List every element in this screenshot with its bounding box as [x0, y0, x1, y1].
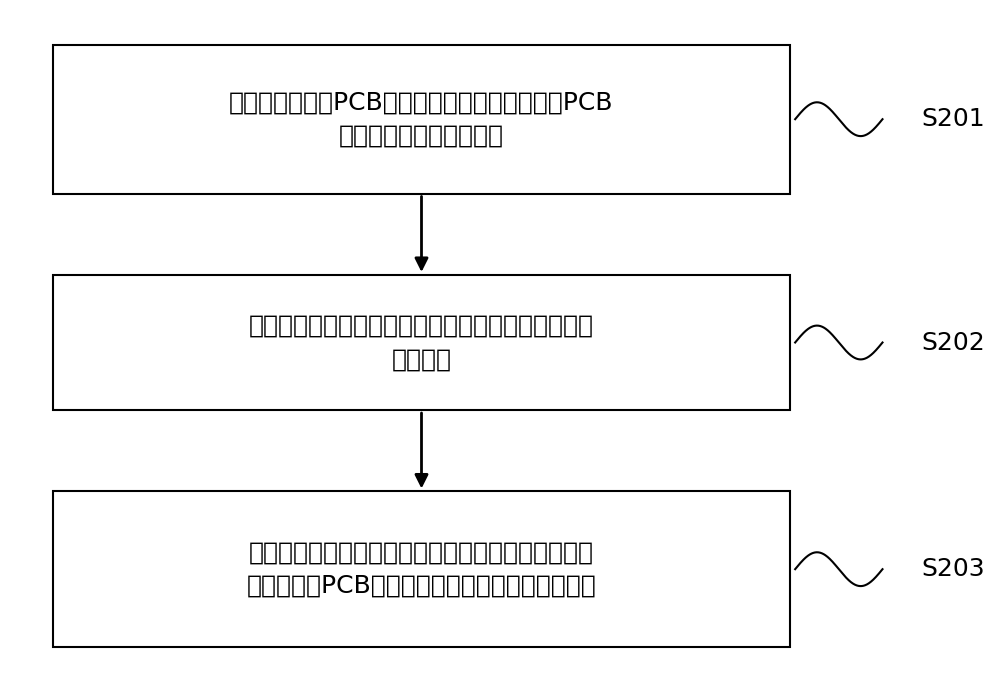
Bar — [53, 491, 790, 647]
Bar — [53, 275, 790, 410]
Text: S203: S203 — [921, 557, 985, 581]
Text: 确定定位露铜金线所在区域范围内线路中是否存在非
接地线路: 确定定位露铜金线所在区域范围内线路中是否存在非 接地线路 — [249, 314, 594, 371]
Text: 若定位露铜金线所在区域范围内线路中存在非接地线
路，则确定PCB中定位露铜金线上的布线存在异常: 若定位露铜金线所在区域范围内线路中存在非接地线 路，则确定PCB中定位露铜金线上… — [247, 540, 596, 598]
Text: S201: S201 — [921, 107, 985, 132]
Bar — [53, 45, 790, 194]
Text: S202: S202 — [921, 330, 985, 355]
Text: 响应针对所生成PCB的布线异常检测指令，抓取PCB
的露铜层的定位露铜金线: 响应针对所生成PCB的布线异常检测指令，抓取PCB 的露铜层的定位露铜金线 — [229, 90, 614, 148]
